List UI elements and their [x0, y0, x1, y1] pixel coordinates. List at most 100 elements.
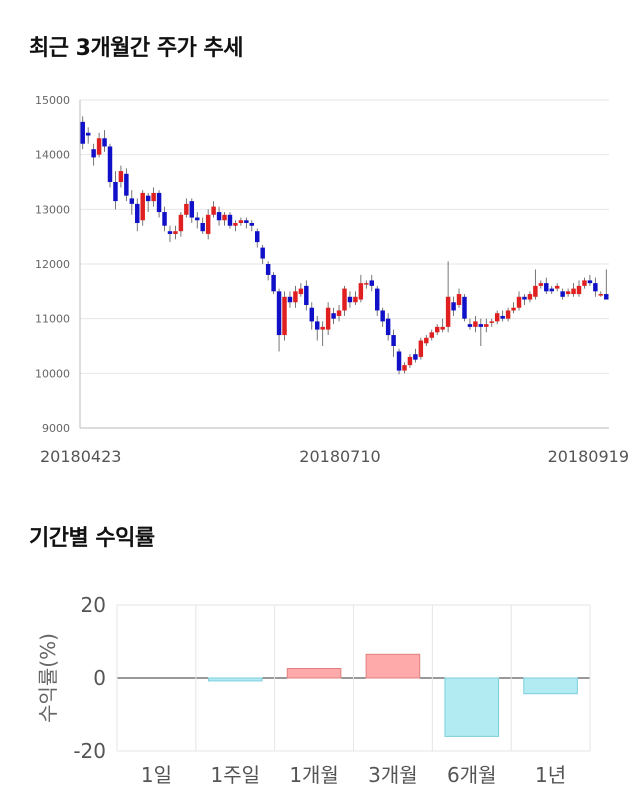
candle	[135, 198, 140, 232]
candle-body	[227, 214, 233, 226]
candle-body	[456, 294, 462, 305]
candle	[364, 280, 369, 289]
candle	[598, 291, 604, 297]
candle-body	[320, 326, 325, 330]
candle-body	[467, 324, 473, 327]
candle	[184, 198, 189, 218]
candle	[173, 225, 178, 240]
candle	[140, 190, 145, 226]
y-tick-label: 0	[93, 666, 106, 690]
bar	[286, 668, 342, 679]
candle-body	[167, 231, 173, 234]
candle-body	[484, 324, 489, 327]
candle-body	[342, 288, 347, 311]
x-tick-label: 20180919	[548, 447, 629, 466]
candle-body	[565, 291, 571, 295]
candle-body	[195, 217, 200, 221]
x-tick-label: 20180423	[40, 447, 121, 466]
candle-body	[544, 283, 549, 292]
candle	[85, 127, 91, 144]
candle-body	[522, 296, 527, 300]
candle	[102, 130, 107, 152]
candle	[582, 277, 587, 289]
candle	[189, 198, 195, 223]
candle	[304, 280, 309, 311]
candle	[205, 209, 211, 240]
candle-body	[325, 307, 331, 330]
candle	[560, 288, 565, 300]
candle	[162, 206, 167, 232]
y-tick-label: 9000	[42, 422, 70, 435]
candle-body	[445, 296, 451, 327]
candle	[467, 318, 473, 330]
candle-body	[516, 296, 522, 308]
candle	[571, 283, 576, 297]
candle-body	[451, 302, 456, 311]
candle	[238, 217, 244, 226]
candle	[554, 283, 560, 292]
candle-body	[364, 283, 369, 285]
candle-body	[494, 313, 500, 322]
candle-body	[222, 214, 227, 221]
candle	[80, 116, 85, 150]
candle	[418, 337, 424, 360]
candle	[522, 294, 527, 305]
candle-body	[156, 192, 162, 213]
candle-body	[571, 288, 576, 295]
candle-body	[260, 247, 265, 259]
candle-body	[184, 203, 189, 215]
candle	[440, 318, 445, 333]
candle	[374, 285, 380, 316]
candle-body	[598, 294, 604, 296]
candle	[462, 294, 467, 322]
candle-body	[336, 310, 342, 316]
candle	[91, 143, 96, 166]
candle-body	[440, 326, 445, 330]
candle-body	[391, 335, 396, 346]
y-tick-label: 10000	[35, 367, 70, 380]
candle-body	[582, 280, 587, 286]
candle	[96, 132, 102, 158]
x-tick-label: 1일	[141, 763, 172, 787]
candle-body	[527, 294, 533, 300]
candle	[576, 280, 582, 297]
price-chart-title: 최근 3개월간 주가 추세	[29, 36, 243, 61]
candle-body	[533, 285, 538, 297]
candle-body	[314, 321, 320, 330]
candle-body	[309, 307, 315, 322]
candle	[336, 305, 342, 322]
candle	[533, 269, 538, 300]
price-candlestick-chart: 15000 14000 13000 12000 11000 10000 9000 201804…	[35, 94, 629, 466]
candle-body	[593, 283, 598, 292]
candle	[156, 190, 162, 218]
candle	[505, 307, 511, 322]
candle-body	[244, 220, 249, 223]
candle-body	[293, 291, 298, 303]
y-tick-label: 14000	[35, 149, 70, 162]
candle-body	[347, 296, 353, 303]
candle-body	[118, 171, 124, 182]
bar	[207, 677, 263, 682]
candle	[402, 362, 407, 374]
candle	[255, 228, 260, 248]
y-tick-label: 11000	[35, 313, 70, 326]
candle-body	[200, 223, 205, 232]
y-tick-label: -20	[73, 739, 106, 763]
candle	[331, 307, 336, 325]
bar	[523, 677, 578, 695]
candle-body	[560, 291, 565, 297]
candle	[195, 212, 200, 229]
candle-body	[549, 288, 554, 292]
candle	[145, 192, 151, 213]
candle-body	[380, 310, 385, 322]
candle-body	[604, 294, 609, 300]
candle	[325, 302, 331, 336]
candle	[211, 201, 216, 218]
candle	[565, 288, 571, 297]
y-tick-label: 12000	[35, 258, 70, 271]
y-tick-label: 20	[81, 593, 106, 617]
bar	[365, 653, 421, 679]
candle-body	[434, 326, 440, 333]
candle	[413, 348, 418, 363]
candle	[282, 291, 287, 341]
